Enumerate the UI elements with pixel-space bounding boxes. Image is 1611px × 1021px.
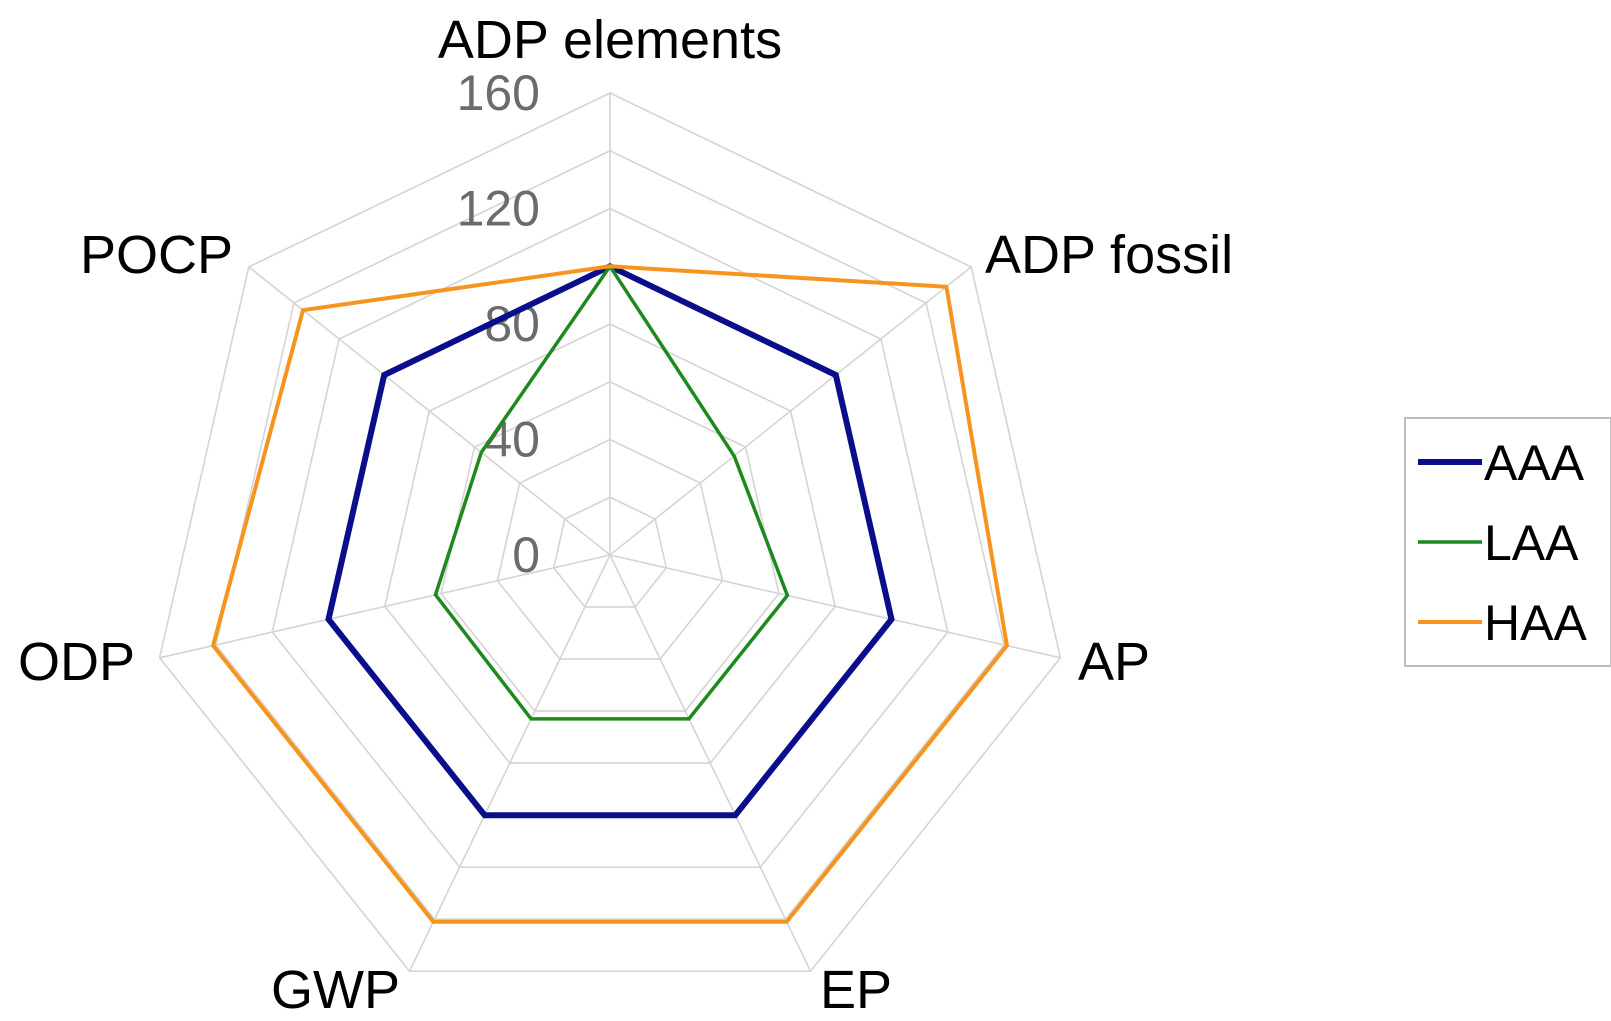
- axis-label-adp-fossil: ADP fossil: [985, 225, 1233, 285]
- tick-label: 0: [512, 527, 540, 583]
- grid-spoke: [609, 554, 812, 972]
- legend-label-aaa: AAA: [1484, 435, 1585, 491]
- grid-ring: [215, 149, 1005, 921]
- series-line-haa: [210, 264, 1010, 924]
- legend-label-haa: HAA: [1484, 595, 1587, 651]
- grid-ring: [496, 438, 724, 660]
- grid-spoke: [408, 554, 611, 972]
- grid-ring: [271, 207, 949, 869]
- axis-label-ap: AP: [1078, 632, 1150, 692]
- grid-spoke: [248, 266, 611, 556]
- grid-ring: [383, 323, 837, 764]
- tick-label: 160: [457, 65, 540, 121]
- grid: [158, 92, 1062, 973]
- axis-label-pocp: POCP: [80, 225, 233, 285]
- axis-label-odp: ODP: [18, 632, 135, 692]
- axis-label-ep: EP: [820, 960, 892, 1020]
- tick-label: 120: [457, 181, 540, 237]
- legend-label-laa: LAA: [1484, 515, 1579, 571]
- grid-spoke: [609, 266, 972, 556]
- grid-ring: [440, 380, 780, 712]
- axis-label-adp-elements: ADP elements: [438, 10, 782, 70]
- tick-label: 40: [484, 412, 540, 468]
- series-line-aaa: [325, 262, 895, 819]
- grid-ring: [158, 92, 1062, 973]
- series-line-laa: [433, 263, 790, 721]
- axis-labels: ADP elements ADP fossil AP EP GWP ODP POCP: [18, 10, 1233, 1020]
- grid-ring: [552, 496, 668, 608]
- series: [210, 262, 1010, 924]
- grid-spoke: [159, 554, 611, 659]
- grid-spoke: [609, 554, 1061, 659]
- axis-label-gwp: GWP: [271, 960, 400, 1020]
- legend: AAA LAA HAA: [1404, 417, 1611, 667]
